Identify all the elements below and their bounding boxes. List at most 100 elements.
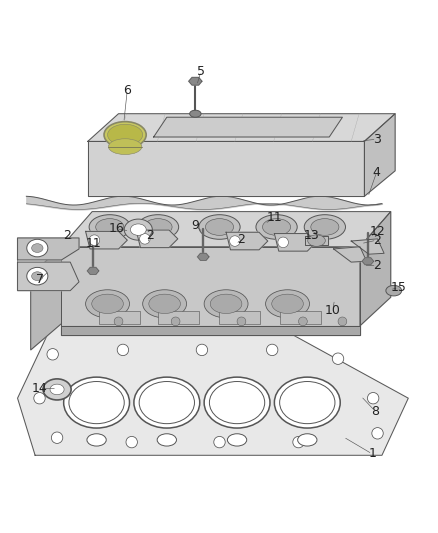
Polygon shape xyxy=(188,77,201,85)
Circle shape xyxy=(292,437,304,448)
Polygon shape xyxy=(364,114,394,196)
Polygon shape xyxy=(333,247,366,262)
Polygon shape xyxy=(87,268,99,274)
Polygon shape xyxy=(18,324,407,455)
Ellipse shape xyxy=(157,434,176,446)
Ellipse shape xyxy=(210,294,241,313)
Ellipse shape xyxy=(32,244,43,253)
Text: 4: 4 xyxy=(372,166,380,179)
Circle shape xyxy=(51,432,63,443)
Text: 15: 15 xyxy=(390,281,406,294)
Ellipse shape xyxy=(144,219,172,236)
Circle shape xyxy=(298,317,307,326)
Ellipse shape xyxy=(87,434,106,446)
Text: 7: 7 xyxy=(35,273,43,286)
Ellipse shape xyxy=(89,235,99,245)
Text: 9: 9 xyxy=(191,219,199,232)
Polygon shape xyxy=(61,212,390,247)
Circle shape xyxy=(266,344,277,356)
Circle shape xyxy=(171,317,180,326)
Polygon shape xyxy=(31,247,61,350)
Ellipse shape xyxy=(85,290,129,318)
Text: 11: 11 xyxy=(266,211,282,224)
Polygon shape xyxy=(197,253,208,260)
Polygon shape xyxy=(226,232,267,250)
Polygon shape xyxy=(61,326,359,335)
Circle shape xyxy=(196,344,207,356)
Circle shape xyxy=(126,437,137,448)
Ellipse shape xyxy=(32,272,43,280)
Ellipse shape xyxy=(385,285,401,296)
Polygon shape xyxy=(61,247,359,326)
Text: 2: 2 xyxy=(372,233,380,247)
Ellipse shape xyxy=(265,290,309,318)
Ellipse shape xyxy=(108,139,141,155)
Ellipse shape xyxy=(279,382,334,424)
Ellipse shape xyxy=(107,124,142,146)
Text: 11: 11 xyxy=(85,237,101,250)
Polygon shape xyxy=(18,262,79,290)
Ellipse shape xyxy=(204,290,247,318)
Text: 5: 5 xyxy=(197,64,205,78)
Text: 10: 10 xyxy=(324,304,340,317)
Ellipse shape xyxy=(130,224,146,236)
Ellipse shape xyxy=(139,382,194,424)
Ellipse shape xyxy=(43,379,71,400)
Ellipse shape xyxy=(227,434,246,446)
Ellipse shape xyxy=(27,268,48,285)
Circle shape xyxy=(34,392,45,404)
Polygon shape xyxy=(274,233,315,251)
Ellipse shape xyxy=(64,377,129,428)
Ellipse shape xyxy=(304,215,345,239)
Circle shape xyxy=(367,392,378,404)
Ellipse shape xyxy=(277,237,288,248)
Ellipse shape xyxy=(189,110,201,117)
FancyBboxPatch shape xyxy=(279,311,320,325)
Polygon shape xyxy=(359,212,390,326)
Text: 14: 14 xyxy=(32,382,47,395)
Ellipse shape xyxy=(229,236,240,246)
Ellipse shape xyxy=(50,384,64,395)
Polygon shape xyxy=(350,239,383,254)
Ellipse shape xyxy=(198,215,240,239)
Ellipse shape xyxy=(139,233,150,244)
Ellipse shape xyxy=(297,434,316,446)
Ellipse shape xyxy=(204,377,269,428)
Polygon shape xyxy=(153,117,342,137)
Ellipse shape xyxy=(274,377,339,428)
Text: 1: 1 xyxy=(367,447,375,461)
Text: 16: 16 xyxy=(108,222,124,235)
Polygon shape xyxy=(18,238,79,260)
Ellipse shape xyxy=(27,239,48,257)
Ellipse shape xyxy=(142,290,186,318)
FancyBboxPatch shape xyxy=(99,311,139,325)
Polygon shape xyxy=(88,141,364,196)
Ellipse shape xyxy=(124,219,152,240)
Circle shape xyxy=(337,317,346,326)
Polygon shape xyxy=(85,231,127,249)
Ellipse shape xyxy=(89,215,130,239)
Ellipse shape xyxy=(104,122,146,148)
Ellipse shape xyxy=(262,219,290,236)
FancyBboxPatch shape xyxy=(158,311,198,325)
Text: 3: 3 xyxy=(372,133,380,146)
Ellipse shape xyxy=(307,235,325,246)
Polygon shape xyxy=(304,236,328,245)
Text: 2: 2 xyxy=(63,229,71,243)
Ellipse shape xyxy=(137,215,178,239)
Text: 6: 6 xyxy=(123,84,131,96)
FancyBboxPatch shape xyxy=(219,311,260,325)
Circle shape xyxy=(237,317,245,326)
Ellipse shape xyxy=(95,219,124,236)
Circle shape xyxy=(47,349,58,360)
Ellipse shape xyxy=(205,219,233,236)
Circle shape xyxy=(371,427,382,439)
Ellipse shape xyxy=(255,215,297,239)
Polygon shape xyxy=(136,230,177,248)
Ellipse shape xyxy=(310,219,338,236)
Circle shape xyxy=(213,437,225,448)
Circle shape xyxy=(117,344,128,356)
Ellipse shape xyxy=(271,294,303,313)
Text: 2: 2 xyxy=(236,233,244,246)
Ellipse shape xyxy=(134,377,199,428)
